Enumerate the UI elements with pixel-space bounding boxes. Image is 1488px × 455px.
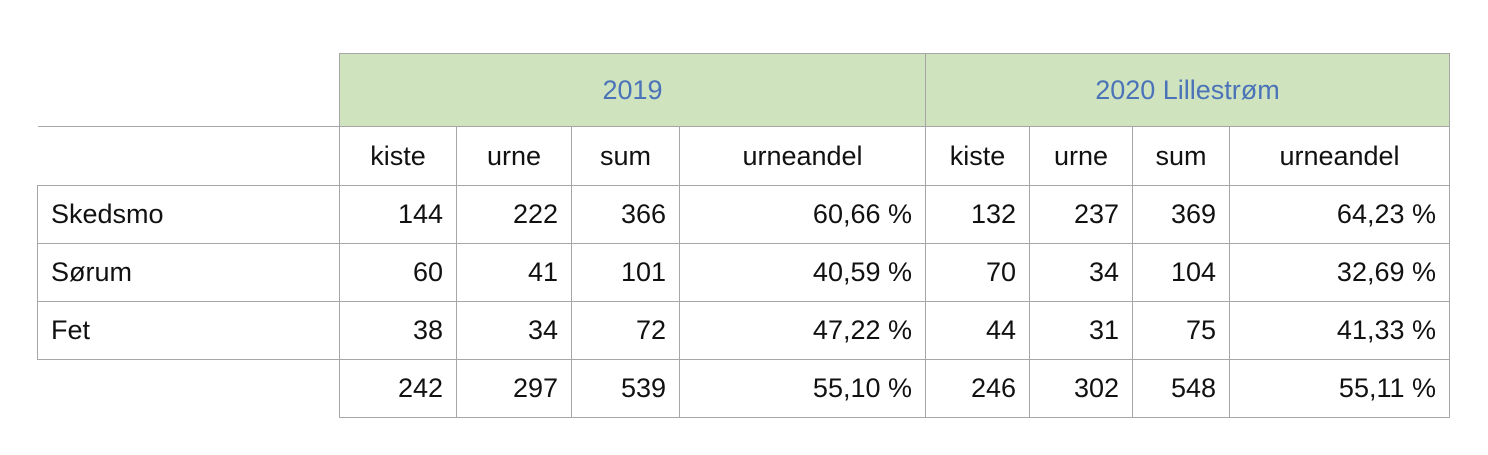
header-sum-2020: sum xyxy=(1132,126,1230,186)
total-sum-2019: 539 xyxy=(571,359,680,418)
cell-urneandel-2019: 60,66 % xyxy=(679,185,926,244)
cell-kiste-2020: 132 xyxy=(925,185,1030,244)
row-label: Fet xyxy=(37,301,340,360)
cell-urne-2020: 237 xyxy=(1029,185,1133,244)
total-urne-2019: 297 xyxy=(456,359,572,418)
header-kiste-2019: kiste xyxy=(339,126,457,186)
cell-urneandel-2019: 47,22 % xyxy=(679,301,926,360)
column-header-row: kiste urne sum urneandel kiste urne sum … xyxy=(37,126,1450,186)
corner-cell xyxy=(37,53,340,127)
cell-sum-2020: 75 xyxy=(1132,301,1230,360)
cell-sum-2020: 369 xyxy=(1132,185,1230,244)
header-kiste-2020: kiste xyxy=(925,126,1030,186)
cell-urne-2019: 41 xyxy=(456,243,572,302)
cell-urneandel-2020: 32,69 % xyxy=(1229,243,1450,302)
cell-sum-2019: 72 xyxy=(571,301,680,360)
totals-label-cell xyxy=(37,359,340,418)
cell-kiste-2019: 60 xyxy=(339,243,457,302)
total-urneandel-2019: 55,10 % xyxy=(679,359,926,418)
year-header-2019: 2019 xyxy=(339,53,926,127)
total-kiste-2020: 246 xyxy=(925,359,1030,418)
year-header-2020: 2020 Lillestrøm xyxy=(925,53,1450,127)
cell-urne-2019: 222 xyxy=(456,185,572,244)
row-label: Sørum xyxy=(37,243,340,302)
row-label: Skedsmo xyxy=(37,185,340,244)
table-row: Fet 38 34 72 47,22 % 44 31 75 41,33 % xyxy=(37,301,1450,360)
cell-kiste-2020: 44 xyxy=(925,301,1030,360)
cell-sum-2020: 104 xyxy=(1132,243,1230,302)
totals-row: 242 297 539 55,10 % 246 302 548 55,11 % xyxy=(37,359,1450,418)
corner-cell xyxy=(37,126,340,186)
total-urne-2020: 302 xyxy=(1029,359,1133,418)
total-sum-2020: 548 xyxy=(1132,359,1230,418)
cell-kiste-2020: 70 xyxy=(925,243,1030,302)
header-urne-2019: urne xyxy=(456,126,572,186)
cell-kiste-2019: 144 xyxy=(339,185,457,244)
cell-urneandel-2020: 64,23 % xyxy=(1229,185,1450,244)
cell-urneandel-2020: 41,33 % xyxy=(1229,301,1450,360)
cell-kiste-2019: 38 xyxy=(339,301,457,360)
total-kiste-2019: 242 xyxy=(339,359,457,418)
year-header-row: 2019 2020 Lillestrøm xyxy=(37,53,1450,127)
header-urne-2020: urne xyxy=(1029,126,1133,186)
header-sum-2019: sum xyxy=(571,126,680,186)
table-row: Skedsmo 144 222 366 60,66 % 132 237 369 … xyxy=(37,185,1450,244)
cell-sum-2019: 101 xyxy=(571,243,680,302)
header-urneandel-2019: urneandel xyxy=(679,126,926,186)
total-urneandel-2020: 55,11 % xyxy=(1229,359,1450,418)
header-urneandel-2020: urneandel xyxy=(1229,126,1450,186)
cell-urneandel-2019: 40,59 % xyxy=(679,243,926,302)
cremation-statistics-table: 2019 2020 Lillestrøm kiste urne sum urne… xyxy=(37,53,1450,418)
cell-urne-2020: 31 xyxy=(1029,301,1133,360)
cell-sum-2019: 366 xyxy=(571,185,680,244)
table-row: Sørum 60 41 101 40,59 % 70 34 104 32,69 … xyxy=(37,243,1450,302)
cell-urne-2020: 34 xyxy=(1029,243,1133,302)
cell-urne-2019: 34 xyxy=(456,301,572,360)
